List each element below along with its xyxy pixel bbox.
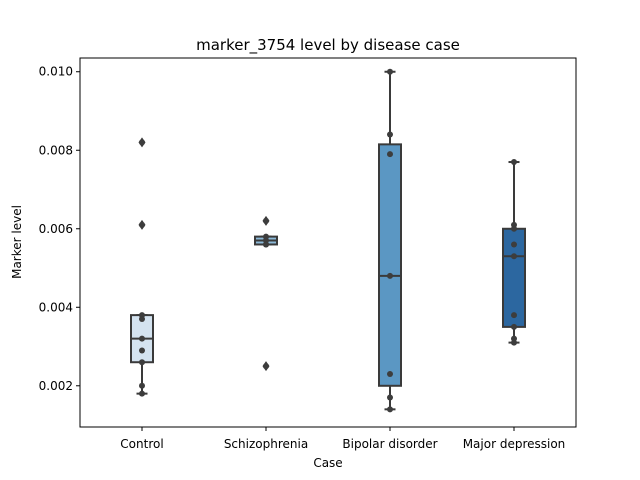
data-point: [139, 221, 145, 228]
data-point: [139, 347, 145, 354]
box-body: [378, 143, 402, 387]
x-tick-label: Bipolar disorder: [342, 437, 437, 451]
x-tick-label: Control: [120, 437, 163, 451]
y-tick-label: 0.006: [39, 222, 73, 236]
data-point: [387, 406, 393, 413]
y-axis-label: Marker level: [10, 205, 24, 279]
y-tick-label: 0.002: [39, 379, 73, 393]
x-tick-label: Major depression: [463, 437, 566, 451]
data-point: [387, 151, 393, 158]
data-point: [139, 359, 145, 366]
axes: 0.002 0.004 0.006 0.008 0.010 Control Schizoph…: [39, 65, 566, 451]
data-point: [139, 335, 145, 342]
y-tick-label: 0.004: [39, 300, 73, 314]
plot-area: [130, 68, 526, 413]
data-point: [511, 253, 517, 260]
data-point: [511, 225, 517, 232]
data-point: [139, 139, 145, 146]
data-point: [511, 159, 517, 166]
data-point: [387, 371, 393, 378]
data-point: [387, 394, 393, 401]
data-point: [511, 323, 517, 330]
data-point: [139, 382, 145, 389]
y-tick-label: 0.010: [39, 65, 73, 79]
y-tick-label: 0.008: [39, 143, 73, 157]
data-point: [139, 390, 145, 397]
data-point: [511, 312, 517, 319]
data-point: [263, 363, 269, 370]
data-point: [387, 68, 393, 75]
data-point: [263, 217, 269, 224]
data-point: [263, 241, 269, 248]
data-point: [387, 272, 393, 279]
data-point: [387, 131, 393, 138]
data-point: [511, 339, 517, 346]
plot-frame: [79, 57, 577, 428]
x-tick-label: Schizophrenia: [224, 437, 308, 451]
data-point: [139, 316, 145, 323]
chart-title: marker_3754 level by disease case: [196, 36, 460, 55]
data-point: [511, 241, 517, 248]
x-axis-label: Case: [313, 456, 342, 470]
